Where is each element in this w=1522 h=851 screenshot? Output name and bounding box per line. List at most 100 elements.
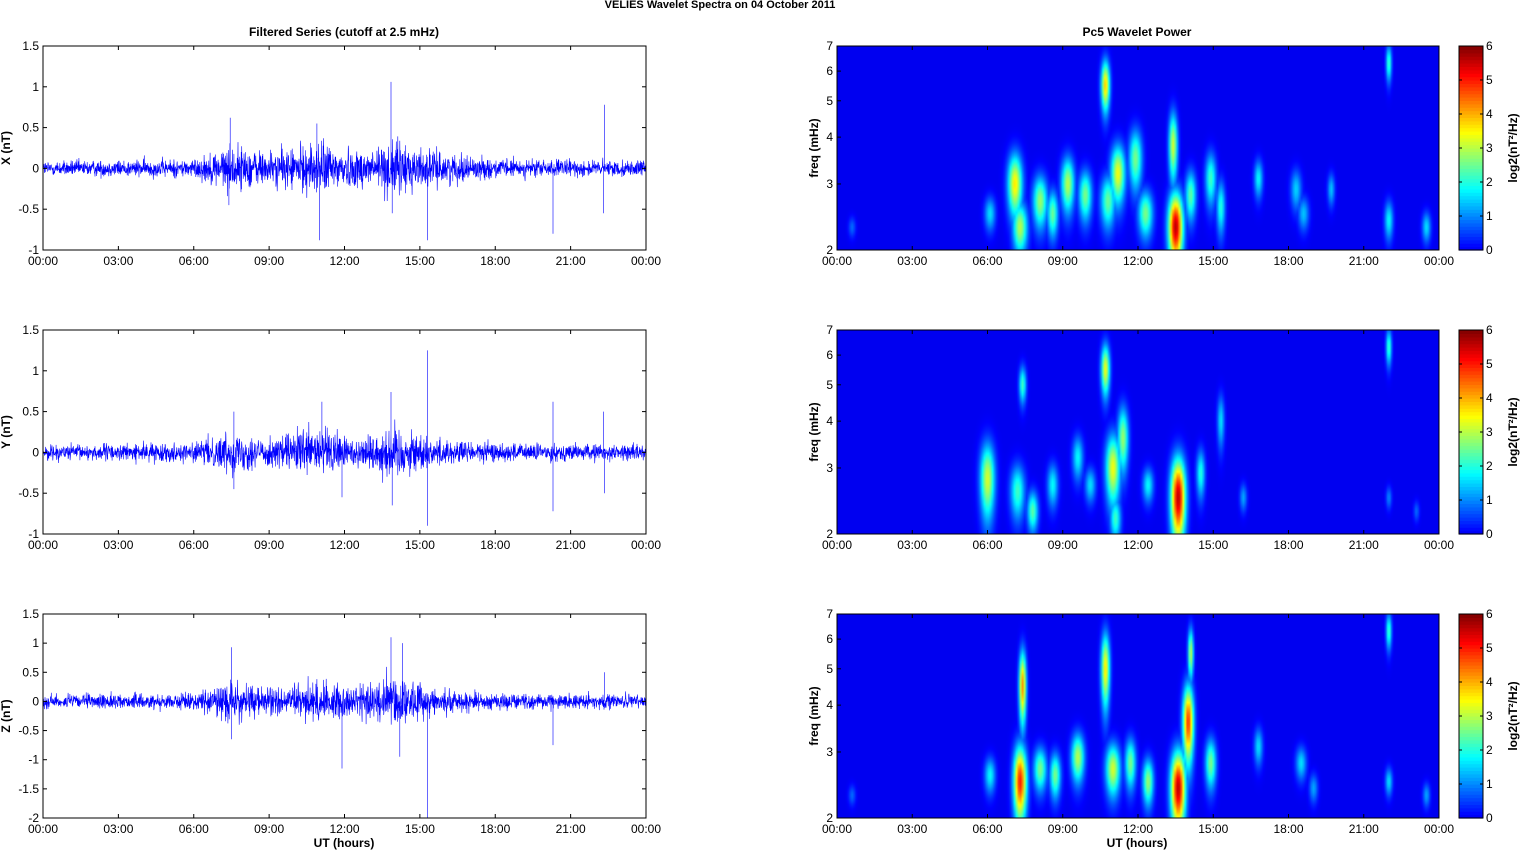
colorbar-segment (1459, 195, 1483, 200)
colorbar-segment (1459, 97, 1483, 101)
colorbar-segment (1459, 404, 1483, 409)
colorbar-segment (1459, 476, 1483, 481)
colorbar-segment (1459, 73, 1483, 78)
colorbar-segment (1459, 148, 1483, 152)
colorbar-segment (1459, 472, 1483, 477)
colorbar-segment (1459, 127, 1483, 132)
colorbar-segment (1459, 442, 1483, 447)
colorbar-segment (1459, 374, 1483, 379)
left-xlabel: UT (hours) (314, 836, 375, 850)
colorbar-segment (1459, 398, 1483, 402)
colorbar-tick-label: 0 (1486, 243, 1493, 257)
colorbar-segment (1459, 226, 1483, 231)
colorbar-segment (1459, 807, 1483, 812)
x-tick-label: 00:00 (1424, 254, 1454, 268)
x-tick-label: 18:00 (480, 538, 510, 552)
y-axis-label: Y (nT) (0, 415, 13, 449)
x-tick-label: 00:00 (822, 538, 852, 552)
x-tick-label: 09:00 (1048, 254, 1078, 268)
colorbar-segment (1459, 347, 1483, 351)
colorbar-segment (1459, 479, 1483, 484)
colorbar-segment (1459, 124, 1483, 129)
x-tick-label: 03:00 (897, 538, 927, 552)
colorbar-segment (1459, 425, 1483, 430)
colorbar-segment (1459, 685, 1483, 690)
colorbar-segment (1459, 773, 1483, 778)
y-axis-label: freq (mHz) (807, 118, 821, 177)
y-tick-label: 1.5 (22, 607, 39, 621)
x-tick-label: 06:00 (972, 822, 1002, 836)
y-tick-label: 0 (32, 445, 39, 459)
colorbar-segment (1459, 739, 1483, 744)
x-tick-label: 15:00 (1198, 538, 1228, 552)
colorbar-tick-label: 4 (1486, 107, 1493, 121)
colorbar-tick-label: 1 (1486, 493, 1493, 507)
colorbar-segment (1459, 665, 1483, 669)
y-tick-label: 1.5 (22, 39, 39, 53)
x-tick-label: 15:00 (405, 254, 435, 268)
colorbar-segment (1459, 801, 1483, 805)
colorbar-segment (1459, 763, 1483, 768)
colorbar-segment (1459, 151, 1483, 156)
colorbar-segment (1459, 486, 1483, 491)
colorbar-segment (1459, 421, 1483, 426)
colorbar-tick-label: 6 (1486, 607, 1493, 621)
x-tick-label: 00:00 (28, 822, 58, 836)
y-tick-label: 1 (32, 636, 39, 650)
colorbar-segment (1459, 188, 1483, 193)
colorbar-segment (1459, 527, 1483, 532)
figure-title: VELIES Wavelet Spectra on 04 October 201… (605, 0, 836, 11)
colorbar-segment (1459, 709, 1483, 714)
colorbar-label: log2(nT²/Hz) (1506, 113, 1520, 182)
y-tick-label: 7 (826, 39, 833, 53)
colorbar-segment (1459, 614, 1483, 618)
colorbar-segment (1459, 83, 1483, 88)
colorbar-segment (1459, 455, 1483, 460)
colorbar-segment (1459, 452, 1483, 457)
colorbar-segment (1459, 233, 1483, 237)
x-tick-label: 03:00 (103, 254, 133, 268)
colorbar-tick-label: 1 (1486, 209, 1493, 223)
colorbar-segment (1459, 59, 1483, 64)
colorbar-segment (1459, 236, 1483, 241)
y-tick-label: -0.5 (18, 486, 39, 500)
colorbar-segment (1459, 384, 1483, 389)
x-tick-label: 06:00 (972, 254, 1002, 268)
colorbar-tick-label: 3 (1486, 709, 1493, 723)
colorbar-segment (1459, 634, 1483, 639)
colorbar-segment (1459, 401, 1483, 406)
colorbar-segment (1459, 644, 1483, 649)
colorbar-segment (1459, 712, 1483, 717)
colorbar-segment (1459, 506, 1483, 511)
x-tick-label: 09:00 (254, 538, 284, 552)
x-tick-label: 18:00 (1273, 538, 1303, 552)
colorbar-tick-label: 1 (1486, 777, 1493, 791)
x-tick-label: 06:00 (179, 254, 209, 268)
colorbar-segment (1459, 415, 1483, 419)
colorbar-segment (1459, 243, 1483, 248)
x-tick-label: 00:00 (631, 822, 661, 836)
colorbar-segment (1459, 117, 1483, 122)
colorbar-segment (1459, 767, 1483, 771)
colorbar-segment (1459, 357, 1483, 362)
colorbar-segment (1459, 158, 1483, 163)
y-tick-label: 7 (826, 323, 833, 337)
colorbar-segment (1459, 114, 1483, 118)
x-tick-label: 21:00 (556, 254, 586, 268)
y-tick-label: 0 (32, 694, 39, 708)
colorbar-segment (1459, 343, 1483, 348)
plot-area (43, 46, 646, 250)
x-tick-label: 21:00 (1349, 254, 1379, 268)
x-tick-label: 18:00 (480, 254, 510, 268)
colorbar-segment (1459, 627, 1483, 632)
x-tick-label: 06:00 (179, 822, 209, 836)
colorbar-segment (1459, 216, 1483, 220)
colorbar-segment (1459, 705, 1483, 710)
y-tick-label: 3 (826, 745, 833, 759)
x-tick-label: 12:00 (1123, 538, 1153, 552)
colorbar-segment (1459, 100, 1483, 105)
colorbar-segment (1459, 370, 1483, 375)
colorbar-segment (1459, 523, 1483, 528)
colorbar-segment (1459, 445, 1483, 450)
